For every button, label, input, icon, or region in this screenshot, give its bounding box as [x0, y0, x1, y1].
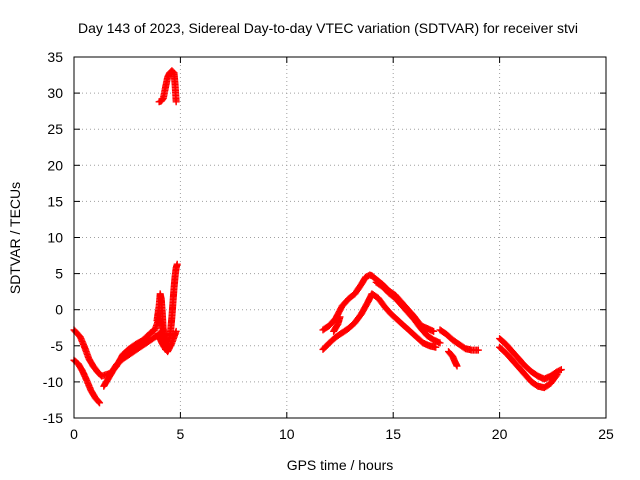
data-point-interp [95, 398, 103, 406]
data-point-interp [556, 366, 564, 374]
x-tick-label: 10 [279, 426, 295, 442]
data-point [336, 313, 344, 321]
data-points [70, 67, 565, 407]
chart-title: Day 143 of 2023, Sidereal Day-to-day VTE… [78, 20, 578, 36]
y-axis-label: SDTVAR / TECUs [7, 182, 23, 294]
data-point [474, 346, 482, 354]
x-tick-label: 0 [70, 426, 78, 442]
data-point [453, 362, 461, 370]
data-point [557, 366, 565, 374]
y-tick-label: 15 [47, 193, 63, 209]
x-tick-label: 25 [598, 426, 614, 442]
x-tick-label: 20 [492, 426, 508, 442]
y-tick-label: -5 [51, 338, 64, 354]
y-tick-label: 0 [55, 302, 63, 318]
y-tick-label: 35 [47, 49, 63, 65]
data-point-interp [552, 372, 560, 380]
data-point [553, 371, 561, 379]
y-tick-label: 30 [47, 85, 63, 101]
y-tick-label: 25 [47, 121, 63, 137]
x-tick-label: 5 [177, 426, 185, 442]
y-tick-label: 20 [47, 157, 63, 173]
x-axis-label: GPS time / hours [287, 457, 394, 473]
plot-frame [73, 56, 607, 419]
data-point [173, 260, 181, 268]
tick-labels: 0 5 10 15 20 25 -15 -10 -5 0 5 10 15 20 25 30 35 [43, 49, 614, 442]
y-tick-label: -15 [43, 410, 63, 426]
y-tick-label: -10 [43, 374, 63, 390]
data-point [430, 327, 438, 335]
x-tick-label: 15 [385, 426, 401, 442]
data-point [96, 399, 104, 407]
y-tick-label: 5 [55, 266, 63, 282]
data-point [172, 327, 180, 335]
data-point [172, 98, 180, 106]
data-point [436, 339, 444, 347]
y-tick-label: 10 [47, 230, 63, 246]
data-point [432, 343, 440, 351]
